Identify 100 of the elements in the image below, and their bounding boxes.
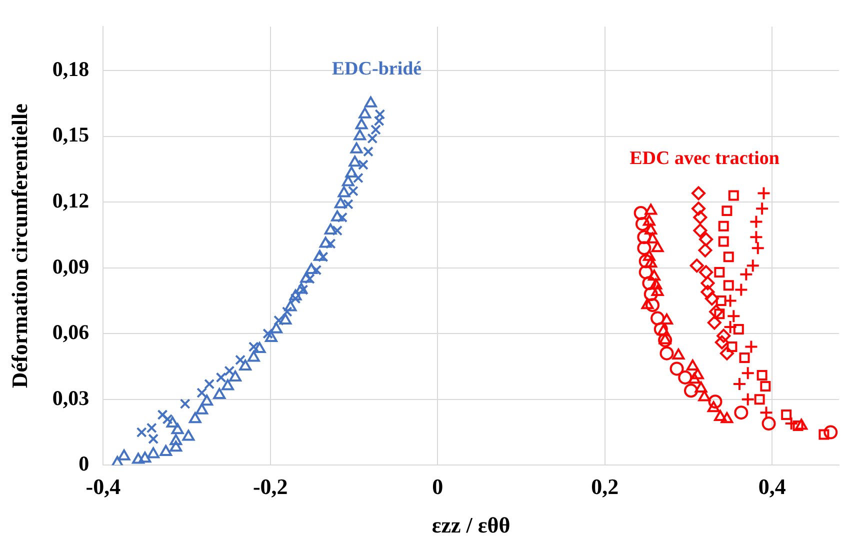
point xyxy=(709,304,724,319)
point xyxy=(635,216,650,231)
point xyxy=(638,265,653,280)
point xyxy=(298,284,308,296)
point xyxy=(157,410,168,420)
point xyxy=(723,280,734,291)
point xyxy=(818,429,830,440)
point xyxy=(754,394,765,405)
point xyxy=(824,425,838,440)
point xyxy=(362,146,374,157)
point xyxy=(651,241,664,252)
point xyxy=(720,412,734,424)
point xyxy=(332,225,343,236)
point xyxy=(311,264,322,276)
point xyxy=(795,418,808,430)
point xyxy=(698,243,712,258)
point xyxy=(714,335,729,350)
point xyxy=(691,368,704,380)
point xyxy=(352,172,364,184)
point xyxy=(651,284,664,296)
point xyxy=(755,202,770,216)
point xyxy=(216,372,226,383)
point xyxy=(642,250,656,261)
point xyxy=(720,346,734,360)
point xyxy=(170,440,182,452)
point xyxy=(670,362,684,376)
x-tick-label: -0,4 xyxy=(86,474,121,500)
point xyxy=(762,416,776,431)
point xyxy=(637,241,652,256)
point xyxy=(686,360,699,371)
point xyxy=(688,372,701,384)
point xyxy=(714,410,726,421)
point xyxy=(354,129,366,140)
point xyxy=(781,410,792,420)
point xyxy=(160,445,172,456)
point xyxy=(355,118,368,130)
point xyxy=(338,186,350,198)
point xyxy=(744,340,758,354)
point xyxy=(224,366,235,376)
point xyxy=(295,282,308,294)
point xyxy=(740,392,755,406)
point xyxy=(707,316,722,330)
point xyxy=(300,272,313,283)
point xyxy=(648,270,660,281)
point xyxy=(166,416,179,428)
point xyxy=(644,204,658,215)
point xyxy=(660,346,674,360)
point xyxy=(650,311,665,326)
point xyxy=(644,224,658,235)
x-tick-label: 0 xyxy=(432,474,444,500)
point xyxy=(345,166,358,178)
point xyxy=(170,434,182,446)
point xyxy=(700,276,715,290)
point xyxy=(733,324,744,334)
point xyxy=(646,298,660,312)
point xyxy=(759,406,774,420)
point xyxy=(262,328,274,339)
point xyxy=(690,258,704,273)
point xyxy=(253,342,266,353)
point xyxy=(704,292,719,306)
point xyxy=(147,447,160,458)
point xyxy=(641,298,654,310)
point xyxy=(657,324,670,336)
point xyxy=(136,427,147,438)
point xyxy=(180,398,190,410)
point xyxy=(319,236,332,248)
point xyxy=(132,452,144,464)
point xyxy=(739,352,750,363)
point xyxy=(637,230,652,244)
point xyxy=(734,282,748,297)
point xyxy=(642,276,656,290)
y-axis-title: Déformation circumferentielle xyxy=(6,103,32,388)
point xyxy=(162,414,173,424)
point xyxy=(284,300,297,312)
point xyxy=(708,394,722,409)
point xyxy=(726,342,738,352)
point xyxy=(247,350,260,362)
point xyxy=(342,198,354,210)
point xyxy=(325,238,336,249)
point xyxy=(714,266,725,278)
point xyxy=(331,210,344,222)
series-label: EDC-bridé xyxy=(332,58,422,80)
y-tick-label: 0,09 xyxy=(52,254,90,278)
point xyxy=(672,348,685,360)
point xyxy=(739,267,754,282)
point xyxy=(348,156,362,167)
point xyxy=(279,313,292,324)
point xyxy=(749,230,764,244)
point xyxy=(756,186,771,200)
point xyxy=(692,202,706,216)
point xyxy=(318,252,328,262)
point xyxy=(718,236,729,247)
point xyxy=(188,412,202,424)
point xyxy=(282,306,292,317)
point xyxy=(270,322,282,334)
point xyxy=(248,342,259,352)
point xyxy=(358,160,368,170)
point xyxy=(746,258,760,273)
point xyxy=(722,206,732,216)
point xyxy=(750,241,765,256)
